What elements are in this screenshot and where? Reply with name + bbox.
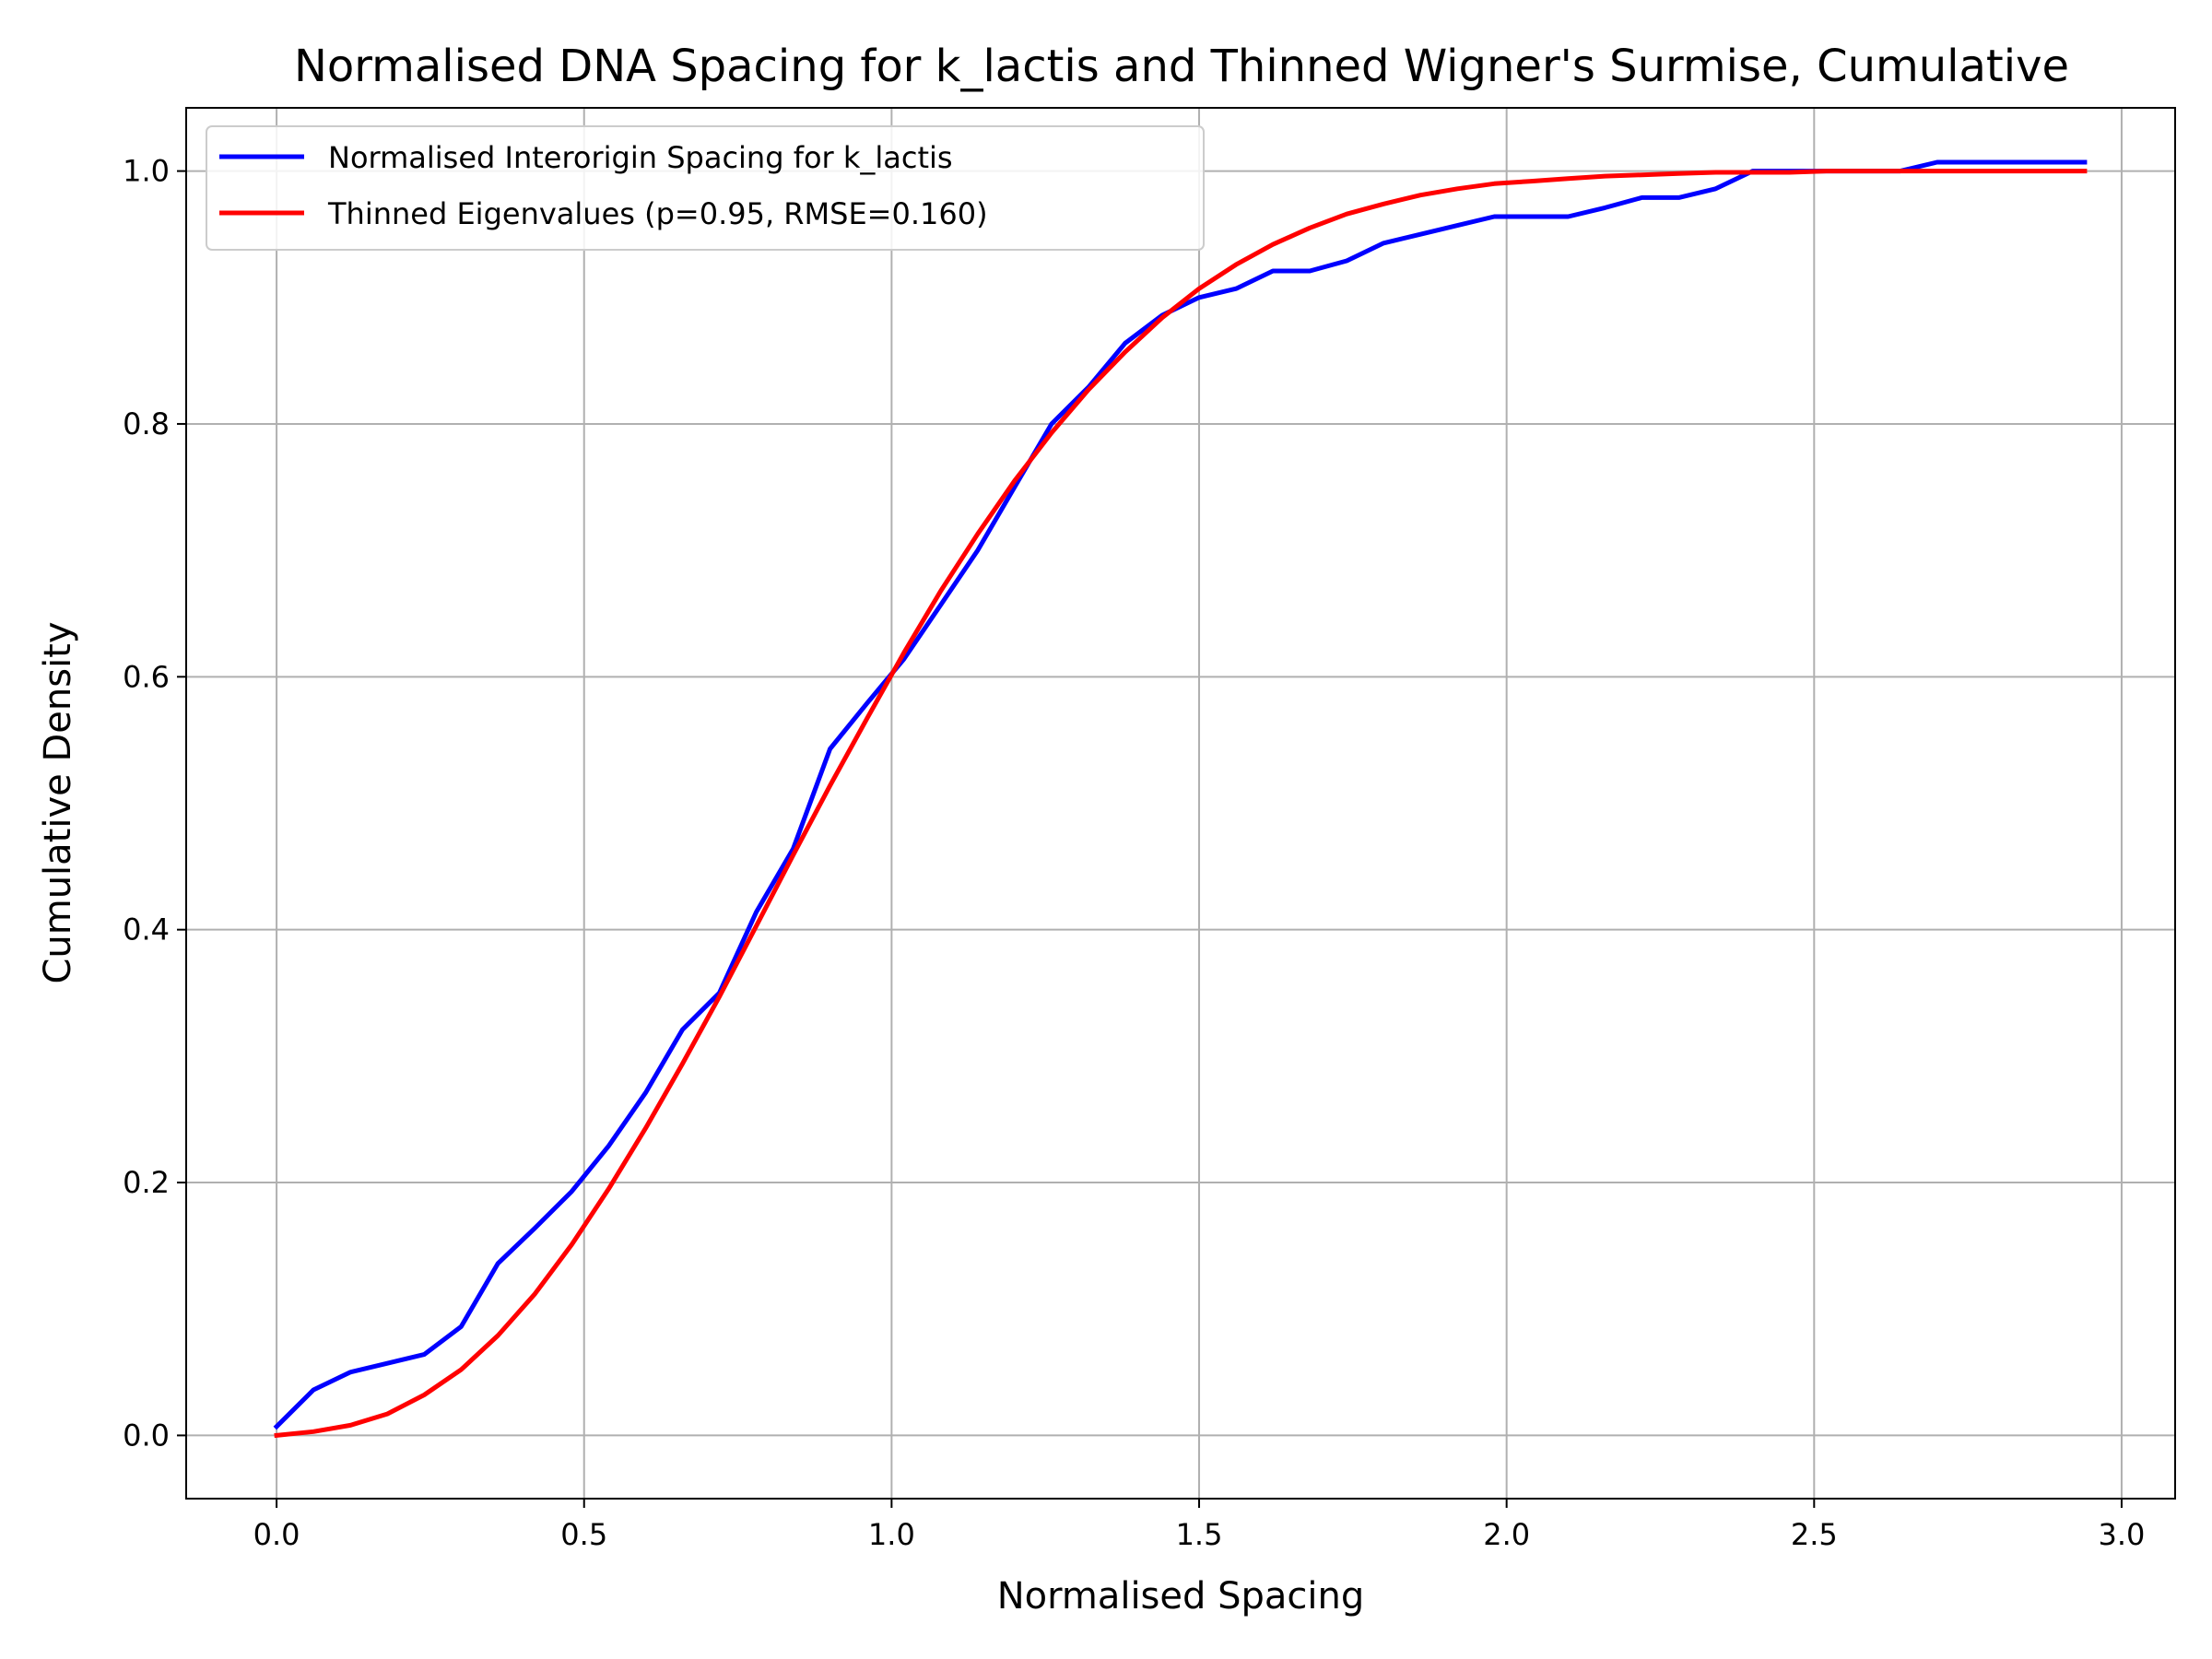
x-tick-label: 3.0: [2099, 1517, 2146, 1552]
x-tick-label: 0.5: [560, 1517, 607, 1552]
y-tick-label: 0.0: [123, 1418, 170, 1453]
ticks: 0.0 0.5 1.0 1.5 2.0 2.5 3.0 0.0 0.2 0.4 0.6 0.8 1.0: [123, 154, 2145, 1552]
y-tick-label: 0.4: [123, 912, 170, 947]
chart-title: Normalised DNA Spacing for k_lactis and …: [294, 41, 2069, 92]
x-tick-label: 0.0: [253, 1517, 300, 1552]
y-tick-label: 0.8: [123, 406, 170, 441]
y-tick-label: 1.0: [123, 154, 170, 189]
x-tick-label: 1.5: [1176, 1517, 1223, 1552]
plot-frame: [185, 107, 2176, 1500]
x-axis-label: Normalised Spacing: [997, 1575, 1365, 1618]
legend-label-series-0: Normalised Interorigin Spacing for k_lac…: [328, 140, 953, 175]
x-tick-label: 1.0: [868, 1517, 915, 1552]
x-tick-label: 2.5: [1791, 1517, 1838, 1552]
series-layer: [273, 159, 2088, 1439]
y-tick-label: 0.2: [123, 1165, 170, 1200]
grid: [186, 108, 2175, 1499]
legend-label-series-1: Thinned Eigenvalues (p=0.95, RMSE=0.160): [327, 196, 988, 231]
y-axis-label: Cumulative Density: [37, 621, 79, 983]
series-line-1: [274, 169, 2088, 1439]
legend-box: [206, 125, 1205, 251]
x-tick-label: 2.0: [1483, 1517, 1530, 1552]
legend: Normalised Interorigin Spacing for k_lac…: [206, 125, 1205, 251]
y-tick-label: 0.6: [123, 659, 170, 694]
